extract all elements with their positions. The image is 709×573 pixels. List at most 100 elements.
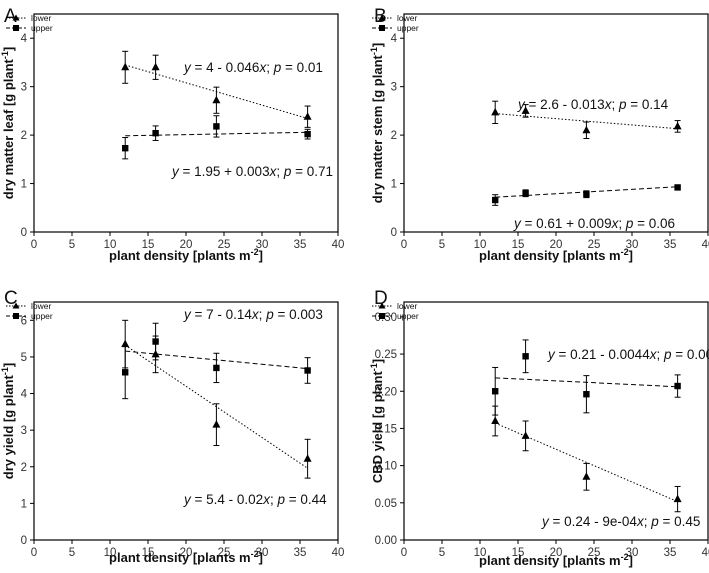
x-tick-label: 0	[31, 239, 37, 251]
x-tick-label: 35	[664, 239, 677, 251]
y-tick-label: 0	[391, 227, 397, 239]
x-tick-label: 15	[512, 547, 525, 559]
plot-frame	[33, 13, 339, 233]
y-axis-label: CBD yield [g plant-1]	[369, 359, 385, 483]
legend-triangle-icon	[378, 302, 386, 309]
x-tick-label: 15	[512, 239, 525, 251]
y-tick-label: 3	[21, 425, 27, 437]
data-point-triangle	[673, 494, 682, 503]
x-tick-label: 0	[401, 239, 407, 251]
series-upper: y = 0.24 - 9e-04x; p = 0.45	[492, 339, 700, 529]
panel-label: B	[374, 6, 387, 27]
y-tick-label: 0.30	[375, 312, 397, 324]
regression-equation-upper: y = 5.4 - 0.02x; p = 0.44	[183, 492, 327, 507]
data-point-square	[583, 191, 590, 198]
data-point-square	[522, 190, 529, 197]
x-axis-label: plant density [plants m-2]	[479, 247, 633, 263]
data-point-triangle	[151, 62, 160, 71]
x-tick-label: 35	[664, 547, 677, 559]
data-point-triangle	[582, 472, 591, 480]
y-tick-label: 3	[21, 82, 27, 94]
x-axis-label: plant density [plants m-2]	[479, 552, 633, 568]
y-tick-label: 5	[21, 352, 27, 364]
x-tick-label: 0	[31, 547, 37, 559]
data-point-square	[674, 184, 681, 191]
data-point-square	[122, 369, 129, 376]
x-tick-label: 5	[439, 239, 445, 251]
series-upper: y = 5.4 - 0.02x; p = 0.44	[122, 322, 327, 507]
panel-label: C	[4, 288, 18, 309]
legend-label-upper: upper	[31, 311, 53, 321]
x-tick-label: 10	[104, 239, 117, 251]
panel-c: C 0 5 10 15 20 25 30 35 40 0 1 2 3 4 5 6 plant density [p…	[0, 288, 344, 565]
x-tick-label: 10	[104, 547, 117, 559]
x-tick-label: 40	[702, 239, 709, 251]
x-tick-label: 25	[218, 547, 231, 559]
data-point-square	[122, 144, 129, 152]
x-tick-label: 40	[332, 239, 345, 251]
y-tick-label: 4	[21, 389, 28, 401]
panel-b: B 0 5 10 15 20 25 30 35 40 0 1 2 3 4 plant density [pla…	[369, 6, 709, 263]
x-tick-label: 35	[294, 239, 307, 251]
data-point-triangle	[121, 62, 130, 71]
x-tick-label: 20	[180, 239, 193, 251]
data-point-triangle	[303, 112, 312, 120]
series-lower: y = 0.21 - 0.0044x; p = 0.005	[491, 347, 709, 513]
data-point-square	[213, 364, 220, 372]
data-point-square	[304, 130, 311, 138]
x-tick-label: 40	[332, 547, 345, 559]
legend-label-lower: lower	[31, 13, 51, 23]
x-tick-label: 30	[626, 547, 639, 559]
regression-equation-upper: y = 1.95 + 0.003x; p = 0.71	[171, 164, 333, 179]
y-tick-label: 1	[21, 498, 27, 510]
y-tick-label: 1	[21, 179, 27, 191]
x-tick-label: 30	[256, 239, 269, 251]
x-axis-label: plant density [plants m-2]	[109, 549, 263, 565]
data-point-square	[522, 353, 529, 360]
data-point-triangle	[491, 107, 500, 116]
x-tick-label: 15	[142, 547, 155, 559]
x-tick-label: 20	[550, 239, 563, 251]
series-lower: y = 7 - 0.14x; p = 0.003	[121, 307, 323, 479]
x-tick-label: 10	[474, 547, 487, 559]
series-upper: y = 1.95 + 0.003x; p = 0.71	[122, 115, 333, 179]
y-tick-label: 0.00	[375, 535, 397, 547]
y-tick-label: 2	[21, 130, 27, 142]
y-tick-label: 3	[391, 82, 397, 94]
y-tick-label: 0.15	[375, 423, 397, 435]
data-point-square	[213, 123, 220, 130]
regression-equation-lower: y = 7 - 0.14x; p = 0.003	[183, 307, 323, 322]
plot-frame	[403, 13, 709, 233]
x-tick-label: 30	[256, 547, 269, 559]
legend-square-icon	[13, 25, 19, 31]
data-point-square	[583, 391, 590, 398]
regression-equation-lower: y = 2.6 - 0.013x; p = 0.14	[517, 97, 669, 112]
data-point-triangle	[673, 121, 682, 130]
x-axis-label: plant density [plants m-2]	[109, 247, 263, 263]
series-upper: y = 0.61 + 0.009x; p = 0.06	[492, 184, 681, 231]
regression-equation-upper: y = 0.24 - 9e-04x; p = 0.45	[541, 514, 700, 529]
legend-triangle-icon	[12, 14, 20, 21]
data-point-square	[152, 129, 159, 137]
legend-triangle-icon	[12, 302, 20, 309]
data-point-square	[492, 196, 499, 204]
y-tick-label: 2	[391, 130, 397, 142]
regression-equation-lower: y = 0.21 - 0.0044x; p = 0.005	[547, 347, 709, 362]
legend-square-icon	[379, 25, 385, 31]
regression-equation-lower: y = 4 - 0.046x; p = 0.01	[183, 60, 323, 75]
data-point-triangle	[303, 454, 312, 462]
panel-label: D	[374, 288, 388, 309]
x-tick-label: 5	[69, 547, 75, 559]
x-tick-label: 10	[474, 239, 487, 251]
x-tick-label: 15	[142, 239, 155, 251]
y-axis-label: dry matter stem [g plant-1]	[369, 43, 385, 203]
legend-square-icon	[379, 313, 385, 319]
y-tick-label: 0.20	[375, 386, 397, 398]
data-point-square	[674, 382, 681, 390]
data-point-square	[304, 367, 311, 374]
data-point-triangle	[582, 125, 591, 134]
